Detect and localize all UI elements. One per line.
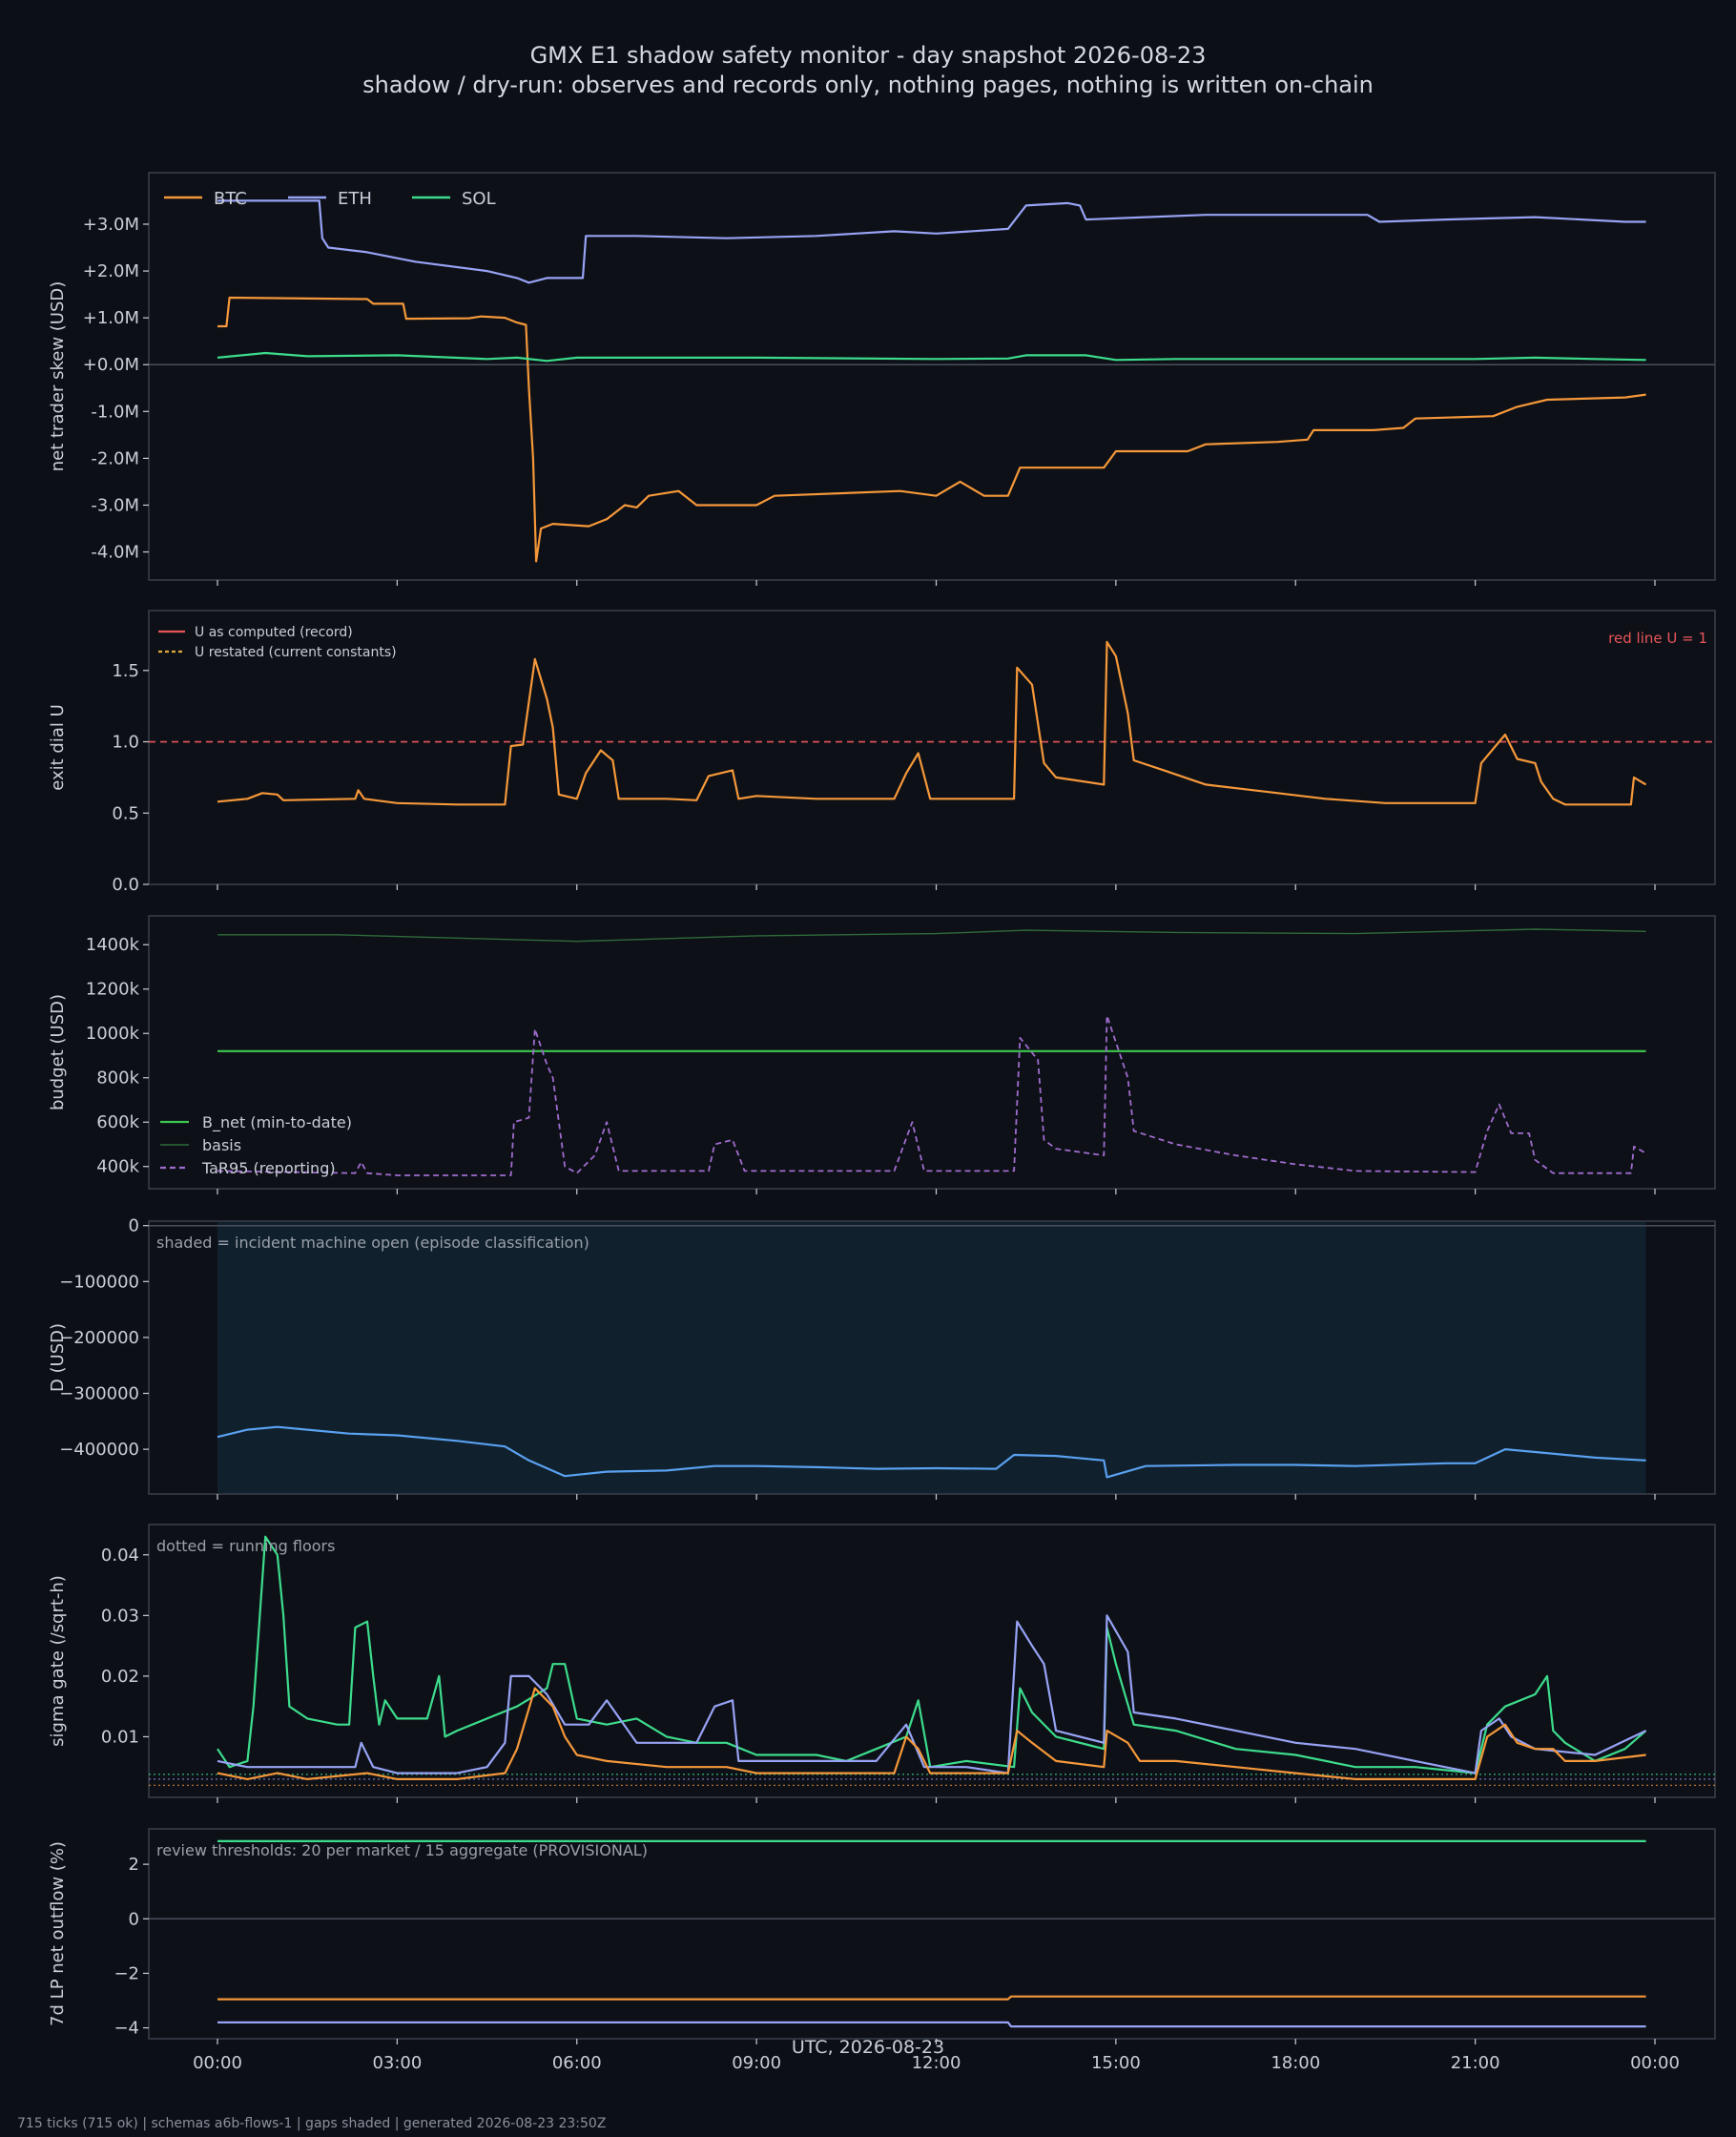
x-tick-label: 09:00 [732, 2053, 781, 2073]
x-axis-label: UTC, 2026-08-23 [792, 2037, 944, 2058]
y-axis-label: 7d LP net outflow (%) [48, 1841, 68, 2026]
x-tick-label: 21:00 [1451, 2053, 1500, 2073]
panel-budget: 400k 600k 800k 1000k 1200k 1400k budget (USD) B… [48, 915, 1716, 1194]
y-tick-label: 1.5 [112, 661, 139, 681]
y-tick-label: −4 [114, 2019, 139, 2039]
incident-shade [217, 1222, 1646, 1493]
legend-label: B_net (min-to-date) [202, 1113, 352, 1132]
series-line-eth [217, 2021, 1646, 2028]
y-axis-label: sigma gate (/sqrt-h) [48, 1575, 68, 1747]
series-line-btc [217, 1687, 1646, 1780]
panel-lp_outflow: 2 0 −2 −4 7d LP net outflow (%) review thresh… [48, 1828, 1716, 2044]
plot-frame [148, 1524, 1716, 1798]
legend-label: SOL [462, 189, 496, 209]
series-line-btc [217, 1995, 1646, 2001]
x-tick-label: 00:00 [193, 2053, 242, 2073]
plot-frame [148, 915, 1716, 1190]
y-tick-label: −2 [114, 1963, 139, 1983]
x-tick-label: 12:00 [912, 2053, 961, 2073]
figure-title: GMX E1 shadow safety monitor - day snaps… [530, 42, 1207, 69]
x-tick-label: 00:00 [1630, 2053, 1680, 2073]
y-tick-label: 0.03 [101, 1606, 139, 1626]
y-tick-label: 0 [129, 1216, 139, 1236]
legend-label: U restated (current constants) [195, 645, 397, 660]
series-line-btc [217, 296, 1646, 563]
y-tick-label: +3.0M [83, 215, 139, 235]
y-tick-label: 0.01 [101, 1727, 139, 1747]
y-tick-label: −200000 [59, 1328, 139, 1348]
figure-subtitle: shadow / dry-run: observes and records o… [362, 72, 1374, 98]
red-line-label: red line U = 1 [1608, 630, 1707, 647]
x-tick-label: 03:00 [372, 2053, 422, 2073]
y-axis-label: D (USD) [48, 1323, 68, 1392]
series-line-eth [217, 199, 1646, 284]
y-tick-label: +0.0M [83, 355, 139, 375]
panel-exit_dial: red line U = 1 0.0 0.5 1.0 1.5 exit dial U U a… [48, 610, 1716, 895]
panel-annotation: shaded = incident machine open (episode … [156, 1234, 589, 1252]
panel-sigma_gate: 0.01 0.02 0.03 0.04 sigma gate (/sqrt-h) dott… [48, 1524, 1716, 1803]
y-tick-label: −300000 [59, 1384, 139, 1404]
y-tick-label: 0.02 [101, 1667, 139, 1687]
panels: +3.0M +2.0M +1.0M +0.0M -1.0M -2.0M -3.0M -4.0M… [48, 172, 1716, 2073]
series-line-sol [217, 1535, 1647, 1774]
y-tick-label: -3.0M [91, 495, 139, 515]
y-tick-label: −100000 [59, 1272, 139, 1292]
y-tick-label: 0.5 [112, 803, 139, 823]
panel-annotation: review thresholds: 20 per market / 15 ag… [156, 1841, 648, 1859]
series-line-d [217, 1425, 1646, 1479]
y-tick-label: +1.0M [83, 308, 139, 328]
x-tick-label: 15:00 [1091, 2053, 1141, 2073]
panel-skew: +3.0M +2.0M +1.0M +0.0M -1.0M -2.0M -3.0M -4.0M… [48, 172, 1716, 586]
y-tick-label: 800k [96, 1068, 139, 1089]
y-tick-label: 2 [129, 1855, 139, 1875]
y-axis-label: budget (USD) [48, 994, 68, 1110]
legend-label: basis [202, 1136, 241, 1154]
legend-label: ETH [338, 189, 372, 209]
y-tick-label: 1200k [86, 980, 140, 1000]
y-tick-label: -4.0M [91, 543, 139, 563]
series-line-sol [217, 351, 1646, 363]
plot-frame [148, 610, 1716, 885]
y-tick-label: -1.0M [91, 402, 139, 422]
x-tick-label: 06:00 [552, 2053, 602, 2073]
y-axis-label: exit dial U [48, 704, 68, 791]
series-line-eth [217, 1614, 1647, 1774]
y-tick-label: 1000k [86, 1024, 140, 1044]
y-tick-label: 0.0 [112, 875, 139, 895]
y-tick-label: 600k [96, 1112, 139, 1132]
y-tick-label: 400k [96, 1157, 139, 1177]
y-axis-label: net trader skew (USD) [48, 281, 68, 472]
footer-status: 715 ticks (715 ok) | schemas a6b-flows-1… [17, 2116, 606, 2131]
y-tick-label: 1400k [86, 935, 140, 955]
series-line-u [217, 640, 1647, 806]
legend-label: TaR95 (reporting) [201, 1159, 336, 1177]
y-tick-label: -2.0M [91, 448, 139, 468]
legend-label: BTC [214, 189, 247, 209]
y-tick-label: 1.0 [112, 733, 139, 753]
series-line-basis [217, 928, 1646, 943]
legend-label: U as computed (record) [195, 625, 353, 640]
x-tick-label: 18:00 [1271, 2053, 1320, 2073]
y-tick-label: +2.0M [83, 261, 139, 281]
y-tick-label: −400000 [59, 1440, 139, 1460]
plot-frame [148, 172, 1716, 581]
plot-frame [148, 1828, 1716, 2040]
panel-drawdown: 0 −100000 −200000 −300000 −400000 D (USD) shad… [48, 1216, 1716, 1500]
y-tick-label: 0 [129, 1909, 139, 1929]
panel-annotation: dotted = running floors [156, 1537, 335, 1555]
series-line-tar95 [217, 1014, 1647, 1176]
y-tick-label: 0.04 [101, 1546, 139, 1566]
